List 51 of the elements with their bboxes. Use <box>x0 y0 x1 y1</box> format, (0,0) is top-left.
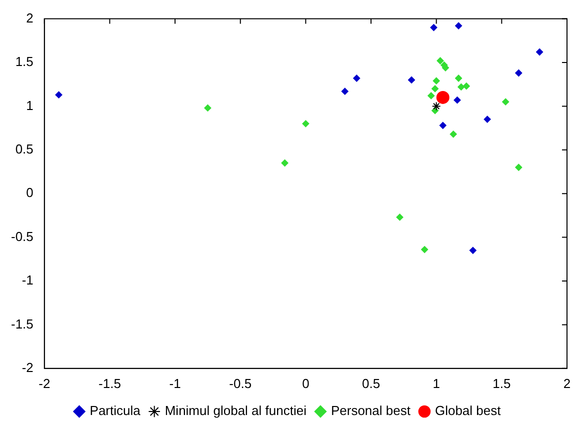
x-tick-label: 1.5 <box>492 376 511 391</box>
legend-label: Particula <box>90 403 142 418</box>
y-tick-label: 0 <box>26 185 34 200</box>
point <box>450 130 457 138</box>
point <box>455 22 462 30</box>
point <box>396 214 404 221</box>
point <box>454 96 461 104</box>
point <box>55 91 62 98</box>
point <box>502 98 510 106</box>
x-tick-label: -0.5 <box>229 376 252 391</box>
point <box>204 104 212 112</box>
point <box>536 48 544 56</box>
point <box>515 164 522 171</box>
point <box>421 246 428 254</box>
point <box>515 69 522 76</box>
point <box>408 76 416 84</box>
y-tick-label: 0.5 <box>15 141 34 156</box>
point <box>436 90 450 104</box>
x-tick-label: 2 <box>563 376 571 391</box>
point <box>439 122 446 129</box>
y-tick-label: 2 <box>26 10 34 26</box>
y-tick-label: -0.5 <box>10 228 34 244</box>
y-tick-label: -1.5 <box>10 316 34 332</box>
point <box>469 246 476 254</box>
legend-label: Personal best <box>330 403 411 418</box>
y-tick-label: 1.5 <box>15 54 34 70</box>
point <box>341 88 348 95</box>
point <box>458 83 465 90</box>
x-tick-label: 0 <box>302 376 310 391</box>
point <box>353 74 360 82</box>
x-tick-label: -1 <box>169 376 181 391</box>
point <box>436 57 444 64</box>
x-tick-label: 0.5 <box>362 376 380 391</box>
point <box>432 102 441 111</box>
point <box>462 82 470 90</box>
y-tick-label: -2 <box>22 360 34 375</box>
point <box>430 24 438 32</box>
y-tick-label: 1 <box>26 98 34 113</box>
point <box>432 85 439 92</box>
x-tick-label: 1 <box>432 376 440 391</box>
point <box>428 92 435 100</box>
legend-label: Global best <box>434 403 502 418</box>
y-tick-label: -1 <box>22 272 34 288</box>
point <box>302 120 310 128</box>
legend-label: Minimul global al functiei <box>164 403 307 418</box>
point <box>484 116 491 123</box>
point <box>432 77 440 84</box>
x-tick-label: -1.5 <box>98 376 121 391</box>
point <box>281 160 288 167</box>
point <box>455 74 462 82</box>
x-tick-label: -2 <box>38 376 50 391</box>
